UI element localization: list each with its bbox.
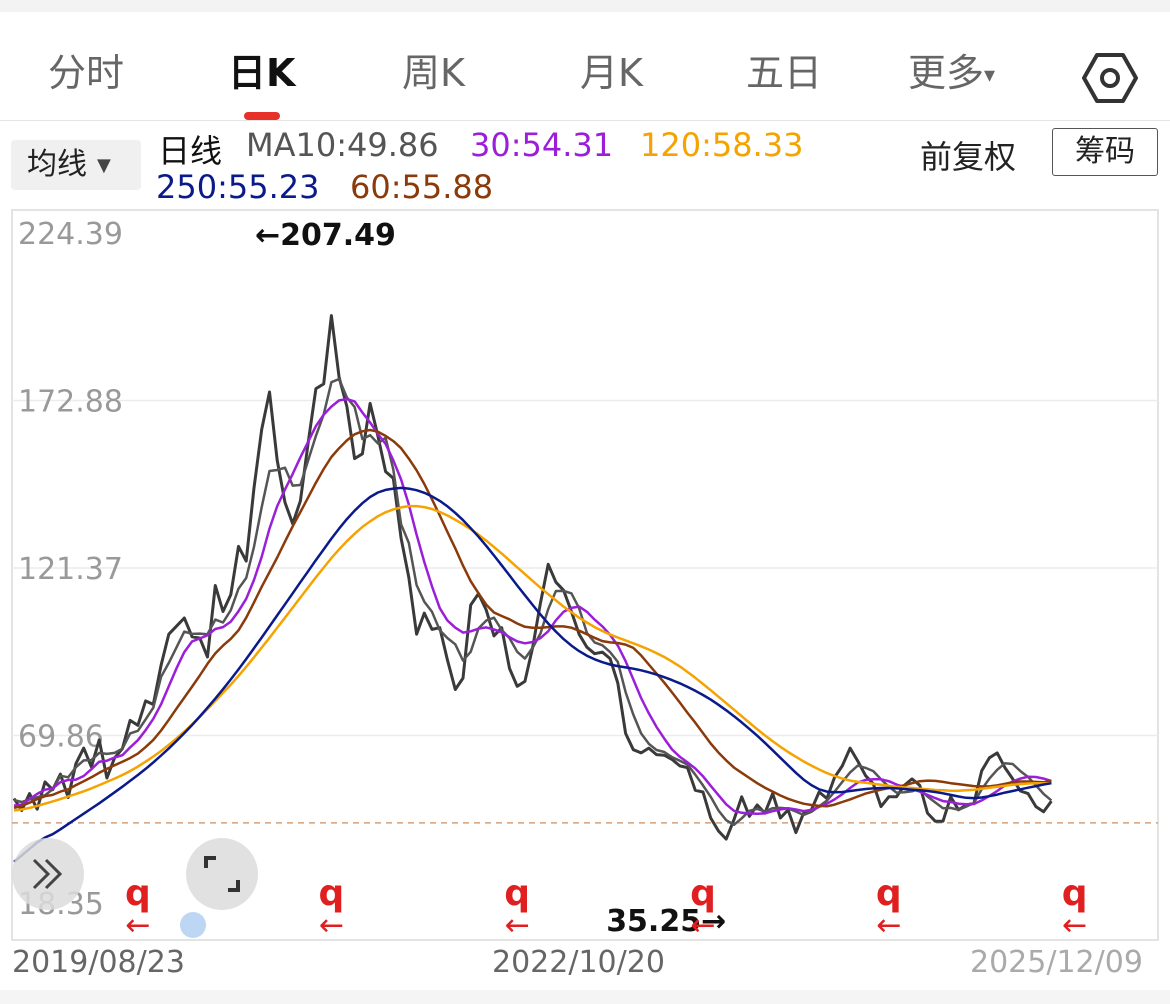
ma-selector[interactable]: 均线 ▼ <box>11 140 141 190</box>
price-line <box>12 314 1053 841</box>
active-tab-indicator <box>244 112 280 120</box>
y-tick-label: 224.39 <box>18 217 123 252</box>
legend-ma30: 30:54.31 <box>470 126 614 164</box>
x-label-middle: 2022/10/20 <box>492 945 665 980</box>
legend-ma10: MA10:49.86 <box>246 126 439 164</box>
fullscreen-icon <box>204 856 240 892</box>
ex-rights-arrow: ← <box>1062 908 1087 943</box>
ex-rights-arrow: ← <box>125 908 150 943</box>
expand-panel-button[interactable] <box>12 838 84 910</box>
kline-chart[interactable]: 224.39172.88121.3769.8618.35←207.4935.25… <box>0 205 1170 945</box>
chevron-down-icon: ▾ <box>984 63 996 88</box>
y-tick-label: 172.88 <box>18 385 123 420</box>
legend-period: 日线 <box>158 132 223 170</box>
fullscreen-button[interactable] <box>186 838 258 910</box>
series-120-line <box>13 504 1052 812</box>
legend-ma60: 60:55.88 <box>350 168 494 206</box>
ex-rights-marker: q <box>319 873 345 914</box>
tab-daily-k[interactable]: 日K <box>228 51 296 95</box>
x-label-start: 2019/08/23 <box>12 945 185 980</box>
legend-ma250: 250:55.23 <box>156 168 320 206</box>
ex-rights-marker: q <box>504 873 530 914</box>
ex-rights-marker: q <box>876 873 902 914</box>
plot-frame <box>11 209 1159 941</box>
tab-more[interactable]: 更多▾ <box>908 42 995 97</box>
series-ma30-line <box>13 397 1052 815</box>
tab-monthly-k[interactable]: 月K <box>580 51 643 95</box>
period-tabs: 分时 日K 周K 月K 五日 更多▾ <box>0 12 1170 121</box>
y-tick-label: 121.37 <box>18 552 123 587</box>
scroll-position-dot <box>180 912 206 938</box>
tab-five-day[interactable]: 五日 <box>746 51 823 95</box>
ex-rights-arrow: ← <box>690 908 715 943</box>
ex-rights-marker: q <box>690 873 716 914</box>
y-tick-label: 69.86 <box>18 720 104 755</box>
tab-intraday[interactable]: 分时 <box>48 51 125 95</box>
high-annotation: ←207.49 <box>255 218 396 253</box>
series-250-line <box>13 486 1052 863</box>
legend-ma120: 120:58.33 <box>640 126 804 164</box>
tab-more-label: 更多 <box>908 51 985 95</box>
double-chevron-right-icon <box>32 858 63 890</box>
ma-selector-label: 均线 <box>27 147 87 182</box>
ex-rights-marker: q <box>125 873 151 914</box>
ex-rights-arrow: ← <box>876 908 901 943</box>
ex-rights-arrow: ← <box>505 908 530 943</box>
x-label-end: 2025/12/09 <box>970 945 1143 980</box>
series-60-line <box>13 428 1052 810</box>
ex-rights-arrow: ← <box>319 908 344 943</box>
low-annotation: 35.25→ <box>606 904 726 939</box>
bottom-strip <box>0 990 1170 1004</box>
chip-distribution-button[interactable]: 筹码 <box>1052 128 1158 176</box>
status-strip <box>0 0 1170 12</box>
tab-weekly-k[interactable]: 周K <box>402 51 465 95</box>
price-adjustment-label[interactable]: 前复权 <box>920 138 1017 176</box>
caret-down-icon: ▼ <box>97 154 111 176</box>
series-ma10-line <box>13 377 1053 827</box>
settings-icon[interactable] <box>1082 50 1138 106</box>
ex-rights-marker: q <box>1062 873 1088 914</box>
